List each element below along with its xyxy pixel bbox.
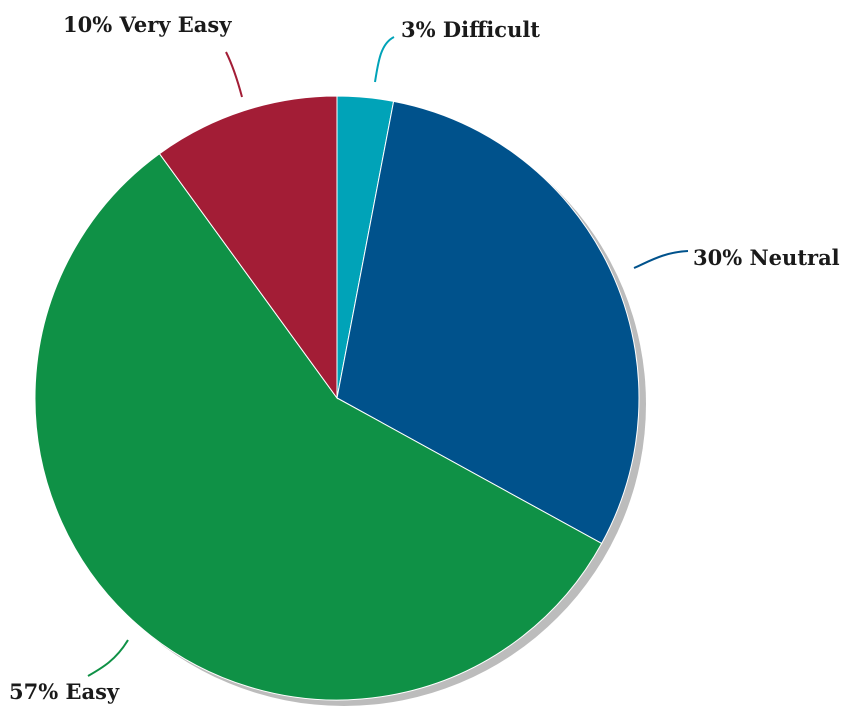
pie-slice-easy (34, 152, 603, 701)
leader-line-very-easy (225, 51, 243, 98)
pie-slice-very-easy (158, 95, 338, 400)
leader-line-neutral (633, 250, 689, 269)
leader-line-easy (87, 639, 129, 677)
slice-label-very-easy: 10% Very Easy (63, 12, 232, 37)
label-leader-lines (87, 36, 689, 677)
slice-label-difficult: 3% Difficult (401, 17, 540, 42)
leader-line-difficult (374, 36, 395, 83)
slice-label-easy: 57% Easy (9, 679, 120, 704)
slice-label-neutral: 30% Neutral (693, 245, 840, 270)
pie-slice-neutral (336, 100, 640, 545)
pie-slices (34, 95, 640, 701)
